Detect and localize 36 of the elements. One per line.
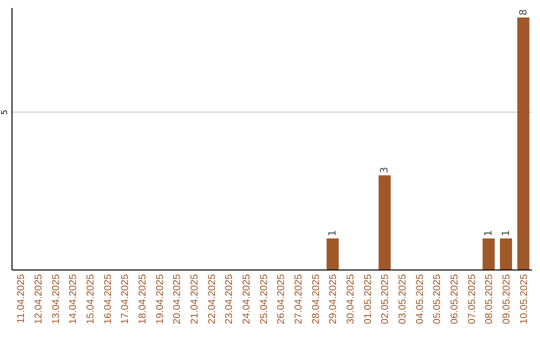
data-label: 1 [501,230,512,236]
data-label: 1 [328,230,339,236]
x-tick-label: 13.04.2025 [50,274,62,324]
x-tick-label: 24.04.2025 [242,274,252,324]
data-label: 3 [380,166,391,174]
x-tick-label: 22.04.2025 [206,274,218,324]
x-tick-label: 10.05.2025 [518,274,530,324]
x-tick-label: 12.04.2025 [34,274,44,324]
x-tick-label: 15.04.2025 [86,274,96,324]
x-tick-label: 14.04.2025 [68,274,80,324]
x-tick-label: 27.04.2025 [294,274,304,324]
x-tick-label: 21.04.2025 [190,274,200,324]
x-tick-label: 25.04.2025 [258,274,270,324]
x-tick-label: 19.04.2025 [154,274,166,324]
y-tick-label: 5 [0,110,9,115]
x-tick-label: 28.04.2025 [310,274,322,324]
x-tick-label: 11.04.2025 [16,274,28,324]
x-tick-label: 29.04.2025 [328,274,340,324]
x-tick-label: 07.05.2025 [466,274,478,324]
x-tick-label: 20.04.2025 [172,274,184,324]
x-tick-label: 16.04.2025 [102,274,114,324]
x-tick-label: 18.04.2025 [138,274,148,324]
x-tick-label: 09.05.2025 [502,274,512,324]
data-label: 8 [518,9,530,16]
x-tick-label: 05.05.2025 [432,274,444,324]
x-tick-label: 30.04.2025 [346,274,356,324]
x-tick-label: 02.05.2025 [380,274,392,324]
x-tick-label: 08.05.2025 [484,274,496,324]
x-tick-label: 23.04.2025 [224,274,236,324]
x-tick-label: 01.05.2025 [362,274,374,324]
x-tick-label: 26.04.2025 [276,274,288,324]
x-tick-label: 06.05.2025 [450,274,460,324]
data-label: 1 [484,230,495,236]
x-tick-label: 04.05.2025 [414,274,426,324]
x-tick-label: 17.04.2025 [120,274,132,324]
x-tick-label: 03.05.2025 [398,274,408,324]
